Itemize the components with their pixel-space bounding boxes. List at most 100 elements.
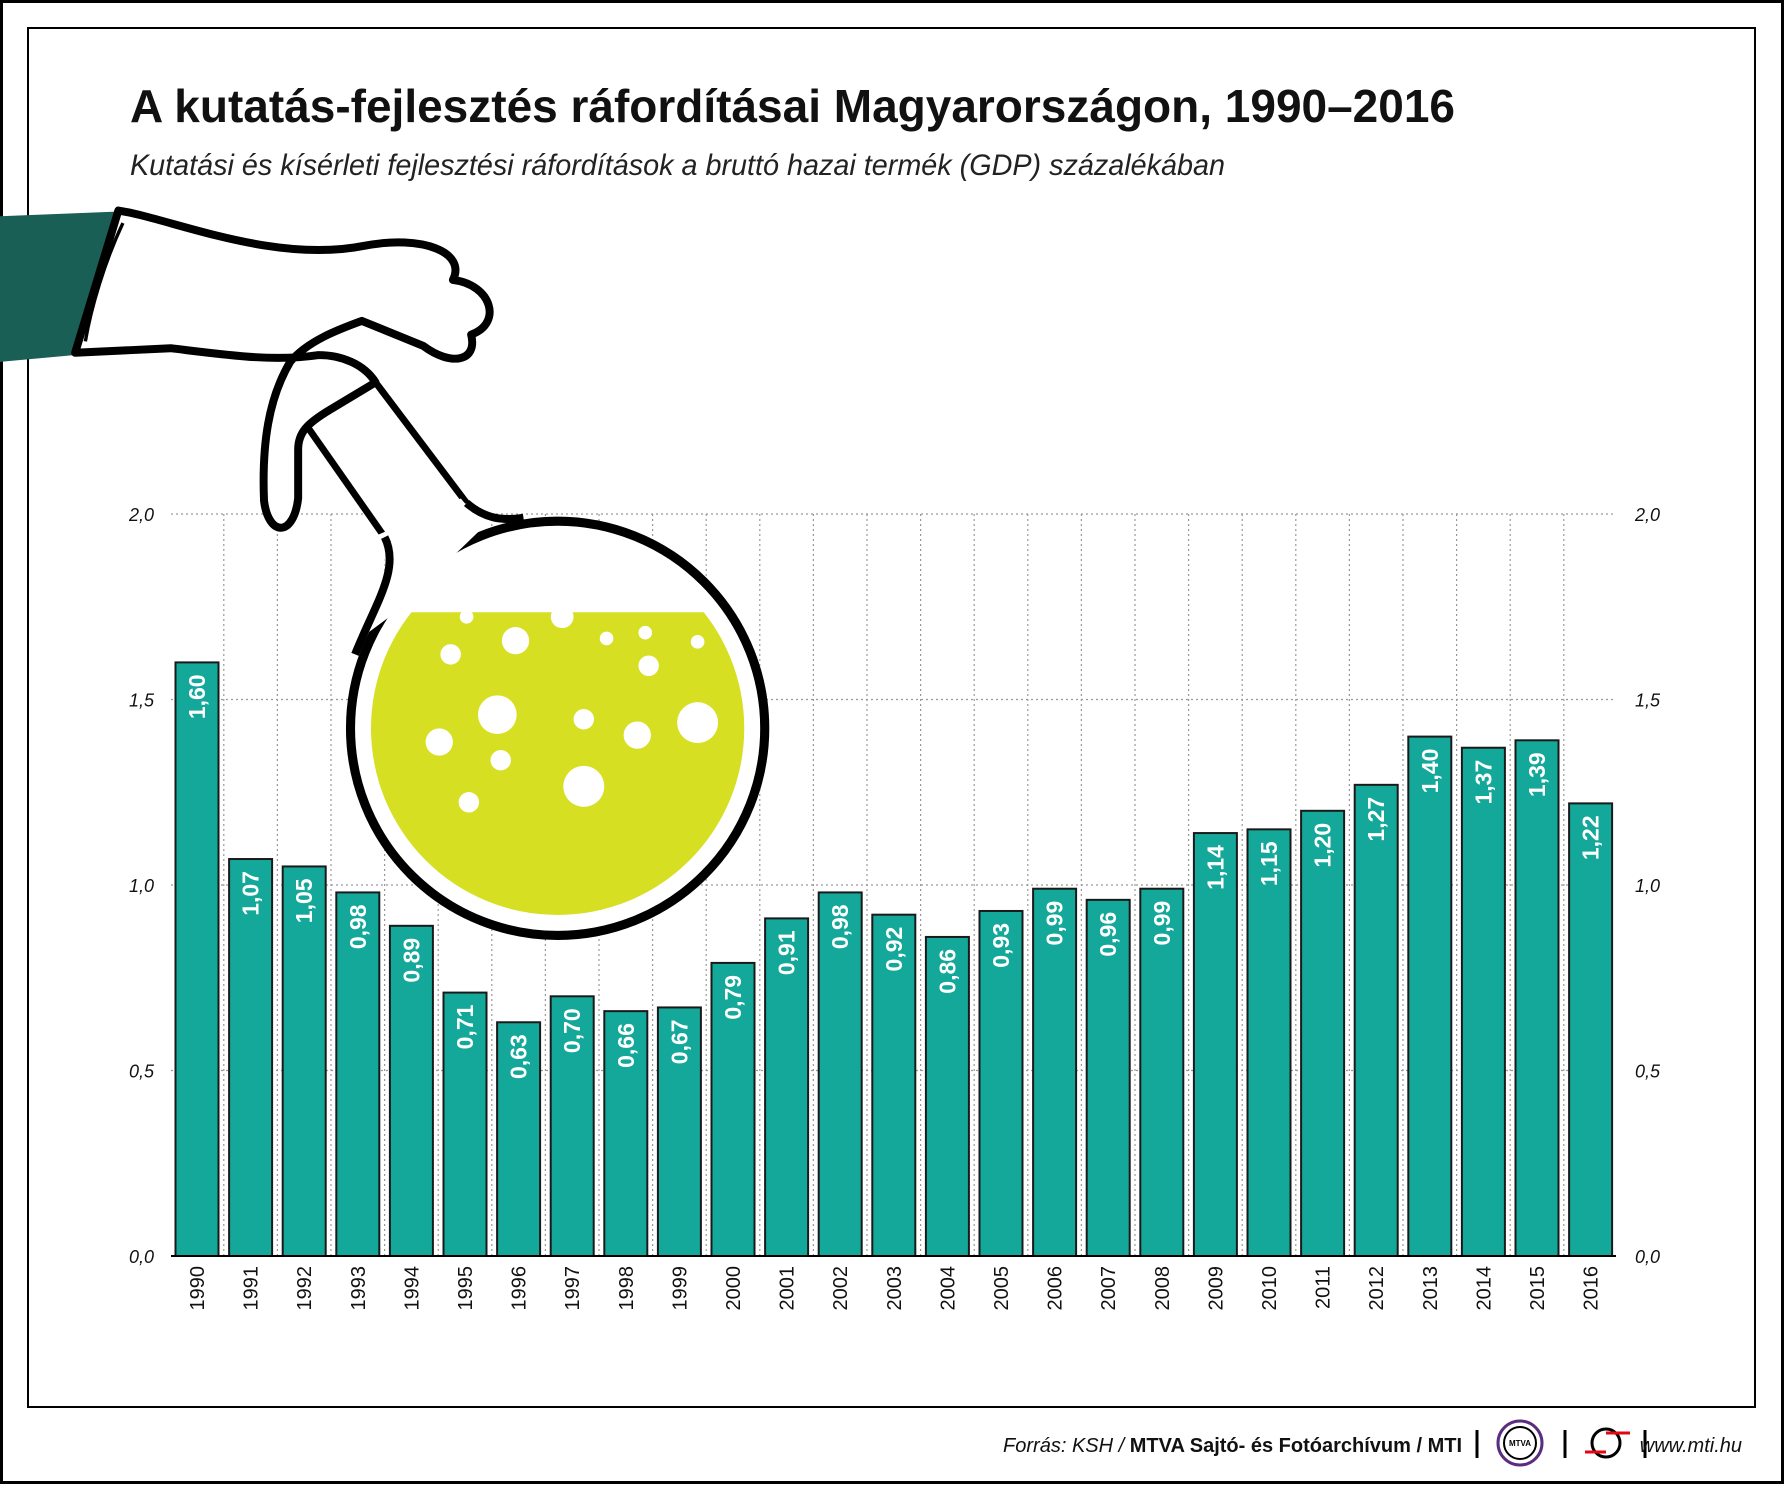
bar-1992: [281, 865, 327, 1257]
data-label: 0,89: [398, 938, 424, 983]
x-tick-label: 2008: [1152, 1266, 1174, 1311]
y-tick-label-left: 0,5: [129, 1062, 155, 1082]
x-tick-label: 2005: [991, 1266, 1013, 1311]
x-tick-label: 2003: [884, 1266, 906, 1311]
bar-2007: [1085, 898, 1131, 1258]
mtva-logo: MTVA: [1496, 1419, 1544, 1467]
glove: [71, 206, 494, 532]
bar-2004: [924, 935, 970, 1257]
bar-2012: [1353, 783, 1399, 1258]
bar-1990: [174, 661, 220, 1257]
data-label: 1,27: [1363, 797, 1389, 842]
data-label: 0,99: [1149, 901, 1175, 946]
y-tick-label-right: 1,5: [1635, 691, 1661, 711]
bar-2010: [1246, 828, 1292, 1257]
data-label: 0,86: [934, 949, 960, 994]
data-label: 0,71: [452, 1004, 478, 1049]
x-tick-label: 2013: [1420, 1266, 1442, 1311]
bar-2014: [1460, 746, 1506, 1257]
data-label: 0,70: [559, 1008, 585, 1053]
inner-frame: [27, 27, 1756, 1408]
x-tick-label: 1993: [348, 1266, 370, 1311]
data-label: 0,98: [345, 904, 371, 949]
bar-1999: [656, 1006, 702, 1257]
x-tick-label: 2011: [1313, 1266, 1335, 1309]
data-label: 1,14: [1202, 845, 1228, 890]
y-tick-label-right: 1,0: [1635, 876, 1660, 896]
footer-url: www.mti.hu: [1640, 1435, 1742, 1457]
x-tick-label: 2001: [777, 1266, 799, 1311]
bar-2009: [1192, 832, 1238, 1257]
y-tick-label-left: 1,0: [129, 876, 154, 896]
y-tick-label-right: 0,0: [1635, 1247, 1660, 1267]
x-tick-label: 2002: [830, 1266, 852, 1311]
data-label: 0,66: [613, 1023, 639, 1068]
footer-source: Forrás: KSH / MTVA Sajtó- és Fotóarchívu…: [1003, 1435, 1462, 1457]
y-tick-label-left: 1,5: [129, 691, 155, 711]
bar-2002: [817, 891, 863, 1257]
bar-2013: [1407, 735, 1453, 1257]
bar-2008: [1139, 887, 1185, 1258]
bar-2015: [1514, 739, 1560, 1257]
mti-logo: [1585, 1427, 1630, 1459]
flask-neck: [304, 382, 461, 547]
bar-2011: [1300, 809, 1346, 1257]
data-label: 0,63: [506, 1034, 532, 1079]
bar-1997: [549, 995, 595, 1257]
x-tick-label: 1994: [401, 1266, 423, 1311]
bar-2001: [764, 917, 810, 1257]
y-tick-label-right: 0,5: [1635, 1062, 1661, 1082]
bar-1995: [442, 991, 488, 1258]
bubbles: [425, 605, 719, 813]
bar-1993: [335, 891, 381, 1257]
data-label: 0,67: [666, 1019, 692, 1064]
data-label: 1,05: [291, 878, 317, 923]
x-tick-label: 2009: [1205, 1266, 1227, 1311]
bar-2016: [1568, 802, 1614, 1257]
sleeve: [0, 211, 117, 362]
data-label: 0,98: [827, 904, 853, 949]
bar-1994: [388, 924, 434, 1257]
data-label: 0,96: [1095, 912, 1121, 957]
bar-1996: [496, 1021, 542, 1258]
x-tick-label: 2000: [723, 1266, 745, 1311]
x-tick-label: 1990: [187, 1266, 209, 1311]
data-label: 1,07: [238, 871, 264, 916]
x-tick-label: 2006: [1045, 1266, 1067, 1311]
data-label: 1,22: [1578, 815, 1604, 860]
x-tick-label: 2014: [1473, 1266, 1495, 1311]
data-label: 0,91: [774, 930, 800, 975]
data-label: 0,93: [988, 923, 1014, 968]
data-label: 1,15: [1256, 841, 1282, 886]
bar-2005: [978, 909, 1024, 1257]
x-tick-label: 2016: [1581, 1266, 1603, 1311]
x-tick-labels: 1990 1991 1992 1993 1994 1995 1996 1997 1998 1999…: [187, 1266, 1603, 1311]
y-tick-label-left: 2,0: [128, 505, 154, 525]
y-tick-label-right: 2,0: [1634, 505, 1660, 525]
bars: 1,60 1,07 1,05 0,98 0,89 0,71 0,63 0,70 0,66 0,67…: [174, 661, 1614, 1258]
data-label: 1,20: [1310, 823, 1336, 868]
x-tick-label: 2010: [1259, 1266, 1281, 1311]
y-tick-label-left: 0,0: [129, 1247, 154, 1267]
svg-text:MTVA: MTVA: [1509, 1439, 1531, 1448]
bar-1991: [228, 858, 274, 1258]
x-tick-label: 1998: [616, 1266, 638, 1311]
data-label: 1,40: [1417, 749, 1443, 794]
x-tick-label: 2015: [1527, 1266, 1549, 1311]
chart-subtitle: Kutatási és kísérleti fejlesztési ráford…: [130, 149, 1225, 182]
data-label: 0,92: [881, 927, 907, 972]
x-tick-label: 1991: [241, 1266, 263, 1311]
x-tick-label: 2012: [1366, 1266, 1388, 1311]
flask-liquid: [371, 612, 745, 915]
x-tick-label: 2007: [1098, 1266, 1120, 1311]
x-tick-label: 1999: [669, 1266, 691, 1311]
flask-illustration: [0, 206, 770, 940]
bar-1998: [603, 1010, 649, 1258]
x-tick-label: 1992: [294, 1266, 316, 1311]
y-tick-labels: 0,0 0,0 0,5 0,5 1,0 1,0 1,5 1,5 2,0 2,0: [128, 505, 1661, 1267]
data-label: 0,99: [1042, 901, 1068, 946]
x-tick-label: 1997: [562, 1266, 584, 1311]
bar-2003: [871, 913, 917, 1257]
x-tick-label: 1996: [509, 1266, 531, 1311]
